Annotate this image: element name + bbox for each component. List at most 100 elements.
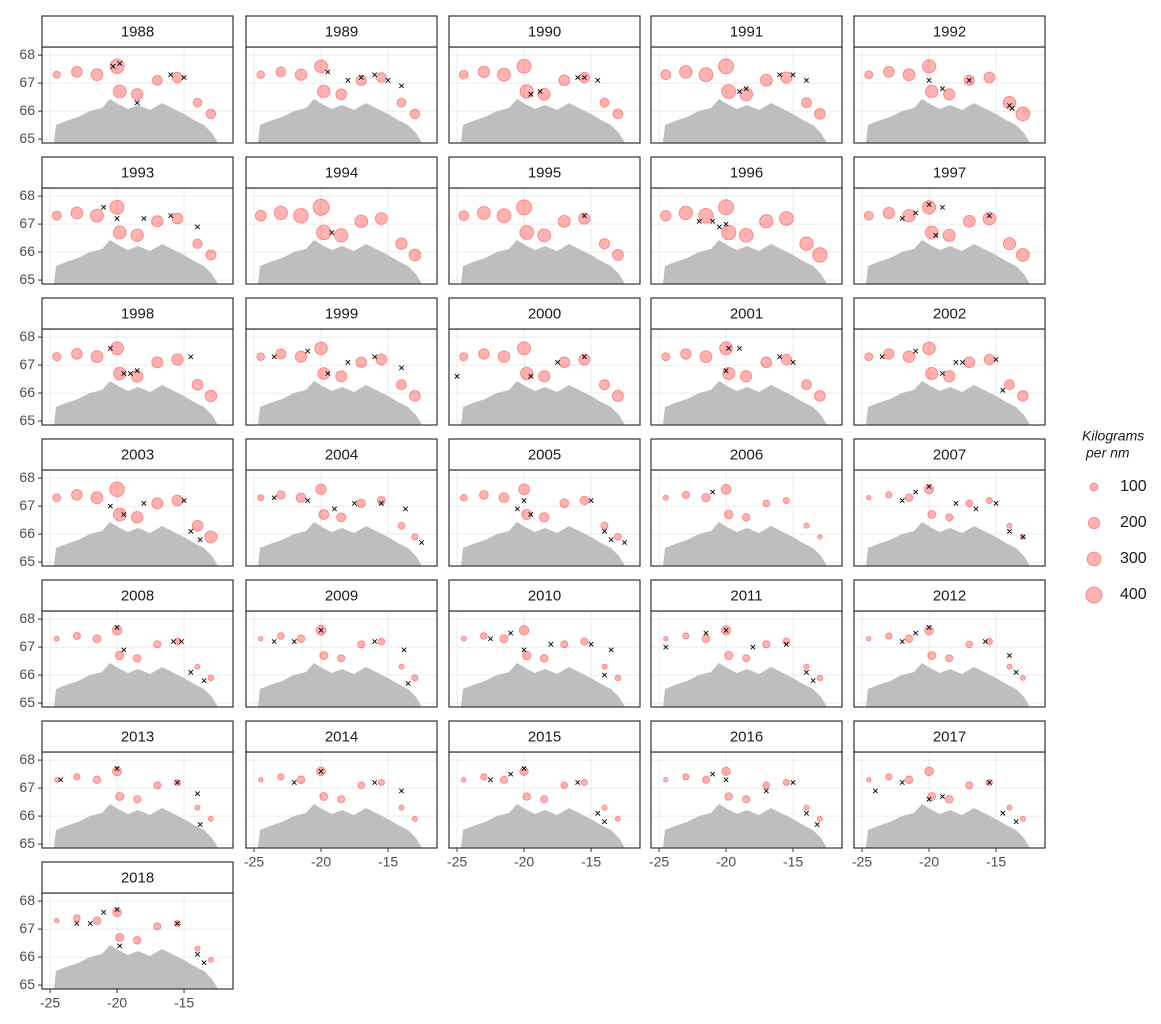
land xyxy=(866,99,1030,143)
bubble xyxy=(681,490,690,499)
bubble xyxy=(560,781,569,790)
bubble xyxy=(762,781,771,790)
bubble xyxy=(90,208,104,223)
facet-title: 1999 xyxy=(325,305,358,322)
bubble xyxy=(499,775,509,784)
bubble xyxy=(962,214,976,228)
x-tick-label: -20 xyxy=(514,854,534,870)
facet-panel: 1994 xyxy=(245,156,438,285)
bubble xyxy=(254,209,267,222)
bubble xyxy=(945,654,954,663)
cross-marker xyxy=(926,77,932,83)
cross-marker xyxy=(790,359,796,365)
cross-marker xyxy=(107,503,113,509)
bubble xyxy=(70,348,83,360)
y-tick-label: 67 xyxy=(19,497,35,513)
bubble xyxy=(579,495,590,506)
bubble xyxy=(724,509,734,520)
facet-strip xyxy=(650,438,843,471)
cross-marker xyxy=(548,641,554,647)
bubble xyxy=(780,71,793,84)
cross-marker xyxy=(581,213,587,219)
cross-marker xyxy=(398,788,404,794)
bubble xyxy=(1019,815,1026,822)
cross-marker xyxy=(110,63,116,69)
bubble xyxy=(315,483,327,496)
cross-marker xyxy=(913,210,919,216)
facet-panel: 2007 xyxy=(853,438,1046,567)
facet-strip xyxy=(41,438,234,471)
bubble xyxy=(54,918,60,924)
cross-marker xyxy=(913,489,919,495)
facet-strip xyxy=(650,15,843,48)
bubble xyxy=(409,108,421,120)
cross-marker xyxy=(723,221,729,227)
bubble xyxy=(111,625,123,636)
bubble xyxy=(151,215,164,228)
x-tick-label: -20 xyxy=(716,854,736,870)
bubble xyxy=(258,777,264,783)
facet-panel: 1995 xyxy=(448,156,641,285)
cross-marker xyxy=(790,72,796,78)
facet-panel: 2015 -25 -20 -15 xyxy=(447,720,641,870)
cross-marker xyxy=(588,641,594,647)
cross-marker xyxy=(588,497,594,504)
y-tick-label: 66 xyxy=(19,666,35,682)
cross-marker xyxy=(913,348,919,354)
y-tick-label: 67 xyxy=(19,920,35,936)
cross-marker xyxy=(939,204,945,210)
land xyxy=(663,804,827,848)
bubble xyxy=(319,651,329,661)
facet-panel: 2013 65 66 67 68 xyxy=(19,720,234,851)
cross-marker xyxy=(710,489,716,495)
bubble xyxy=(921,59,937,74)
bubble xyxy=(92,775,102,785)
bubble xyxy=(192,238,203,249)
facet-strip xyxy=(41,156,234,189)
cross-marker xyxy=(178,638,184,645)
cross-marker xyxy=(726,345,732,351)
cross-marker xyxy=(419,539,425,546)
y-tick-label: 65 xyxy=(19,412,35,428)
cross-marker xyxy=(926,483,932,490)
bubble xyxy=(151,356,164,369)
land xyxy=(54,945,218,989)
cross-marker xyxy=(318,627,324,633)
cross-marker xyxy=(939,86,945,92)
bubble xyxy=(1006,522,1013,529)
facet-strip xyxy=(448,579,641,612)
land xyxy=(663,663,827,707)
bubble xyxy=(739,87,754,102)
cross-marker xyxy=(1013,669,1019,675)
cross-marker xyxy=(114,624,120,631)
bubble xyxy=(171,71,184,84)
bubble xyxy=(800,97,813,109)
bubble xyxy=(522,650,532,661)
bubble xyxy=(90,68,104,82)
bubble xyxy=(92,634,102,644)
y-tick-label: 68 xyxy=(19,187,35,203)
bubble xyxy=(678,205,694,221)
cross-marker xyxy=(134,368,140,374)
bubble xyxy=(460,635,467,642)
bubble xyxy=(461,777,467,783)
legend-bubble xyxy=(1087,516,1101,530)
cross-marker xyxy=(982,638,988,645)
cross-marker xyxy=(528,373,534,379)
land xyxy=(54,381,218,425)
facet-title: 1989 xyxy=(325,23,358,40)
cross-marker xyxy=(899,638,905,645)
cross-marker xyxy=(385,77,391,83)
bubble xyxy=(614,815,621,822)
facet-panel: 1997 xyxy=(853,156,1046,285)
cross-marker xyxy=(174,779,180,786)
bubble xyxy=(882,206,896,220)
bubble xyxy=(698,207,714,224)
cross-marker xyxy=(777,72,783,78)
cross-marker xyxy=(973,506,979,512)
bubble xyxy=(944,795,954,804)
facet-title: 2010 xyxy=(528,587,561,604)
bubble xyxy=(540,795,549,804)
y-tick-label: 68 xyxy=(19,469,35,485)
cross-marker xyxy=(121,647,127,653)
